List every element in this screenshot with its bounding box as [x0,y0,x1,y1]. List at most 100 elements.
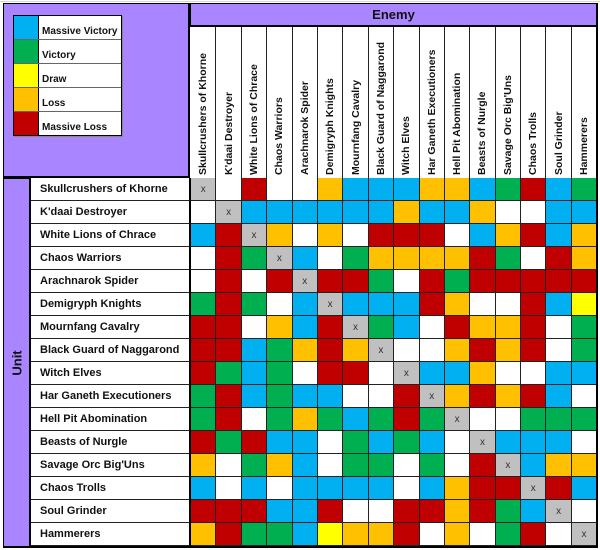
matchup-cell[interactable] [292,293,318,316]
matchup-cell[interactable] [241,362,268,385]
matchup-cell[interactable] [521,362,547,385]
matchup-cell[interactable] [419,224,445,247]
matchup-cell[interactable] [546,477,572,500]
matchup-cell[interactable] [343,293,369,316]
matchup-cell[interactable] [521,523,547,546]
matchup-cell[interactable] [343,362,369,385]
matchup-cell[interactable] [394,500,420,523]
matchup-cell[interactable] [292,385,318,408]
matchup-cell[interactable] [546,247,572,270]
matchup-cell[interactable] [470,224,496,247]
matchup-cell[interactable] [470,247,496,270]
matchup-cell[interactable] [216,270,242,293]
matchup-cell[interactable] [292,201,318,224]
matchup-cell[interactable] [470,500,496,523]
matchup-cell[interactable] [444,477,471,500]
matchup-cell[interactable] [419,293,445,316]
matchup-cell[interactable] [216,385,242,408]
matchup-cell[interactable] [521,385,547,408]
matchup-cell[interactable] [444,385,471,408]
matchup-cell[interactable] [495,270,522,293]
self-cell[interactable]: x [419,385,445,408]
matchup-cell[interactable] [394,477,420,500]
matchup-cell[interactable] [368,293,395,316]
matchup-cell[interactable] [495,500,522,523]
matchup-cell[interactable] [216,362,242,385]
matchup-cell[interactable] [317,339,344,362]
matchup-cell[interactable] [521,247,547,270]
self-cell[interactable]: x [394,362,420,385]
matchup-cell[interactable] [216,431,242,454]
matchup-cell[interactable] [317,408,344,431]
matchup-cell[interactable] [470,339,496,362]
self-cell[interactable]: x [444,408,471,431]
matchup-cell[interactable] [267,385,293,408]
matchup-cell[interactable] [267,500,293,523]
matchup-cell[interactable] [470,523,496,546]
matchup-cell[interactable] [317,224,344,247]
matchup-cell[interactable] [241,523,268,546]
matchup-cell[interactable] [267,293,293,316]
matchup-cell[interactable] [444,339,471,362]
self-cell[interactable]: x [216,201,242,224]
matchup-cell[interactable] [343,270,369,293]
matchup-cell[interactable] [343,247,369,270]
matchup-cell[interactable] [444,431,471,454]
matchup-cell[interactable] [241,270,268,293]
matchup-cell[interactable] [241,431,268,454]
matchup-cell[interactable] [495,247,522,270]
matchup-cell[interactable] [267,316,293,339]
matchup-cell[interactable] [521,201,547,224]
self-cell[interactable]: x [495,454,522,477]
matchup-cell[interactable] [216,316,242,339]
self-cell[interactable]: x [317,293,344,316]
matchup-cell[interactable] [444,454,471,477]
self-cell[interactable]: x [191,178,217,201]
matchup-cell[interactable] [216,408,242,431]
matchup-cell[interactable] [368,224,395,247]
matchup-cell[interactable] [444,247,471,270]
matchup-cell[interactable] [394,201,420,224]
matchup-cell[interactable] [419,362,445,385]
matchup-cell[interactable] [368,431,395,454]
matchup-cell[interactable] [368,178,395,201]
matchup-cell[interactable] [267,224,293,247]
matchup-cell[interactable] [571,385,598,408]
matchup-cell[interactable] [571,316,598,339]
matchup-cell[interactable] [571,270,598,293]
matchup-cell[interactable] [470,362,496,385]
matchup-cell[interactable] [216,523,242,546]
matchup-cell[interactable] [546,270,572,293]
matchup-cell[interactable] [343,477,369,500]
matchup-cell[interactable] [368,500,395,523]
matchup-cell[interactable] [317,477,344,500]
self-cell[interactable]: x [546,500,572,523]
matchup-cell[interactable] [394,316,420,339]
matchup-cell[interactable] [343,408,369,431]
self-cell[interactable]: x [292,270,318,293]
matchup-cell[interactable] [495,224,522,247]
self-cell[interactable]: x [368,339,395,362]
matchup-cell[interactable] [267,408,293,431]
matchup-cell[interactable] [495,316,522,339]
matchup-cell[interactable] [292,408,318,431]
matchup-cell[interactable] [191,408,217,431]
matchup-cell[interactable] [495,362,522,385]
matchup-cell[interactable] [368,385,395,408]
matchup-cell[interactable] [343,201,369,224]
matchup-cell[interactable] [241,500,268,523]
matchup-cell[interactable] [241,454,268,477]
matchup-cell[interactable] [419,316,445,339]
matchup-cell[interactable] [571,431,598,454]
matchup-cell[interactable] [191,477,217,500]
matchup-cell[interactable] [191,523,217,546]
matchup-cell[interactable] [216,454,242,477]
matchup-cell[interactable] [521,454,547,477]
matchup-cell[interactable] [470,270,496,293]
matchup-cell[interactable] [394,385,420,408]
matchup-cell[interactable] [216,224,242,247]
matchup-cell[interactable] [546,408,572,431]
matchup-cell[interactable] [470,316,496,339]
matchup-cell[interactable] [444,362,471,385]
matchup-cell[interactable] [419,270,445,293]
